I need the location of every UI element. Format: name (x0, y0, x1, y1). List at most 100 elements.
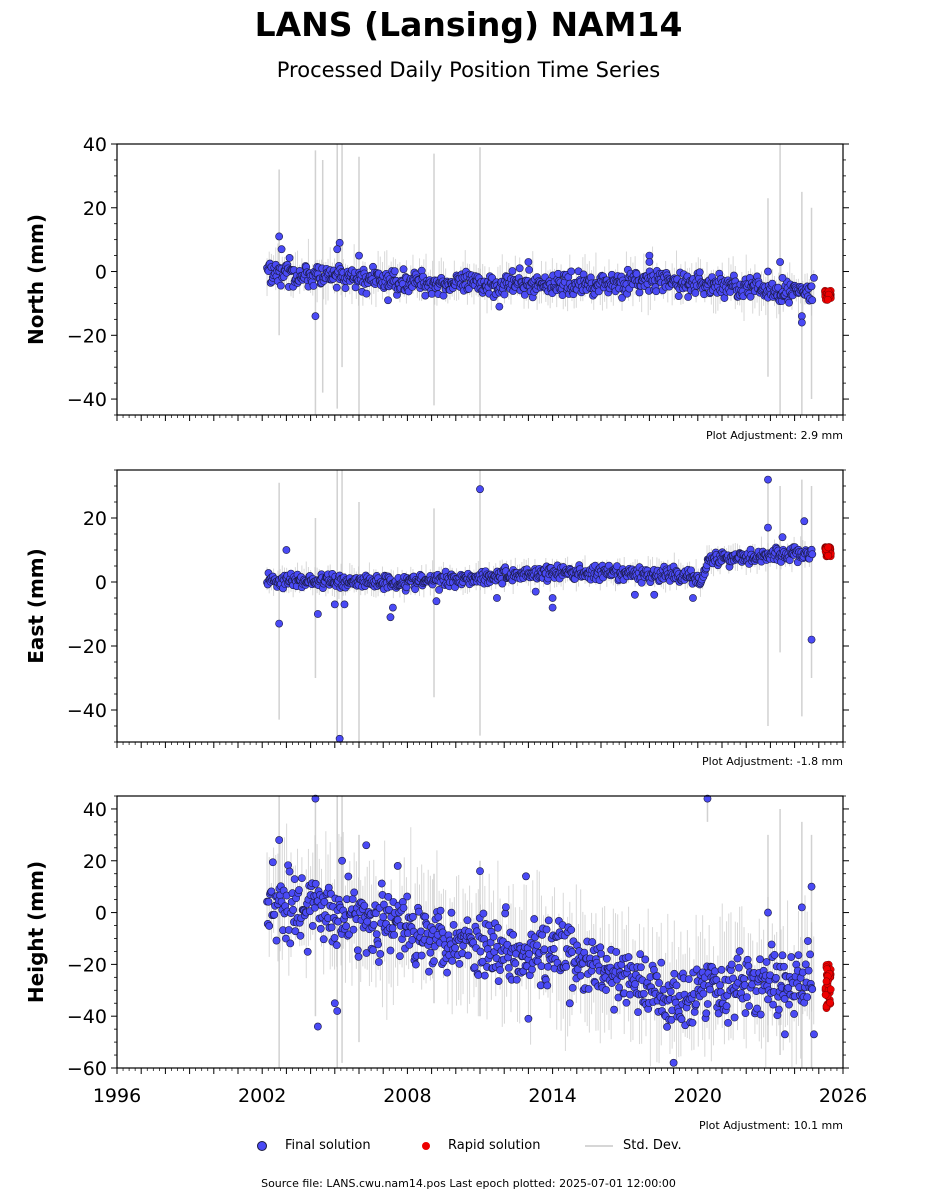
north-adjustment-label: Plot Adjustment: 2.9 mm (705, 429, 843, 442)
final-outlier-point (807, 635, 816, 644)
final-point (544, 962, 552, 971)
final-point (670, 969, 679, 978)
final-point (540, 945, 549, 954)
final-point (584, 985, 593, 993)
final-point (568, 983, 577, 992)
final-points-2 (263, 794, 818, 1067)
final-outlier-point (275, 232, 284, 241)
final-outlier-point (800, 517, 809, 526)
final-outlier-point (277, 245, 286, 254)
final-marker-icon (257, 1140, 267, 1151)
final-point (653, 972, 661, 980)
final-point (764, 995, 772, 1004)
final-point (282, 934, 290, 943)
final-point (504, 963, 513, 972)
final-outlier-point (311, 794, 320, 803)
final-point (332, 283, 341, 292)
final-point (449, 920, 458, 929)
final-outlier-point (630, 590, 639, 599)
final-point (332, 941, 341, 950)
final-point (567, 925, 576, 934)
final-point (756, 1010, 765, 1019)
final-outlier-point (669, 1058, 678, 1067)
x-tick-label: 2002 (238, 1085, 286, 1107)
final-point (354, 952, 363, 961)
final-outlier-point (778, 274, 787, 282)
final-outlier-point (362, 841, 371, 850)
final-point (348, 895, 357, 904)
final-point (443, 968, 451, 977)
final-point (320, 897, 329, 906)
legend-final: Final solution (257, 1138, 371, 1153)
final-point (264, 897, 273, 906)
final-outlier-point (330, 600, 339, 609)
final-point (756, 955, 764, 964)
final-point (562, 962, 571, 971)
stddev-line-icon (585, 1144, 613, 1147)
final-point (663, 1023, 671, 1031)
final-point (403, 892, 412, 901)
final-point (744, 962, 753, 970)
rapid-points-2 (821, 960, 835, 1013)
final-point (377, 879, 386, 888)
final-point (667, 1016, 676, 1024)
final-point (515, 264, 524, 273)
final-point (309, 281, 318, 290)
final-point (390, 930, 398, 939)
final-point (388, 924, 397, 933)
final-point (270, 910, 279, 919)
y-tick-label: −40 (67, 700, 107, 722)
final-point (568, 948, 576, 957)
x-tick-label: 2020 (674, 1085, 722, 1107)
final-outlier-point (282, 546, 291, 554)
final-point (464, 951, 473, 960)
legend-rapid: Rapid solution (422, 1138, 540, 1153)
final-outlier-point (764, 523, 772, 532)
final-point (399, 265, 408, 274)
final-point (803, 993, 812, 1002)
final-point (774, 1005, 783, 1014)
final-point (435, 585, 444, 594)
final-outlier-point (335, 734, 344, 743)
final-outlier-point (476, 867, 484, 876)
final-outlier-point (810, 1030, 818, 1039)
final-outlier-point (524, 258, 533, 266)
final-point (350, 888, 359, 897)
final-outlier-point (548, 603, 557, 612)
final-point (363, 917, 372, 926)
final-point (659, 985, 668, 994)
height-adjustment-label: Plot Adjustment: 10.1 mm (698, 1119, 843, 1132)
y-axis-label: Height (mm) (24, 861, 48, 1003)
final-points-1 (263, 475, 817, 743)
final-point (409, 912, 417, 921)
final-point (717, 965, 726, 974)
final-point (296, 931, 305, 940)
final-outlier-point (355, 251, 363, 260)
final-point (369, 946, 377, 955)
final-point (807, 282, 816, 291)
final-point (508, 267, 517, 275)
final-point (353, 946, 362, 955)
final-point (712, 975, 721, 984)
final-point (417, 951, 426, 960)
final-point (716, 981, 724, 990)
final-outlier-point (548, 594, 557, 602)
final-point (417, 927, 425, 936)
final-point (626, 990, 634, 999)
final-points-0 (263, 232, 818, 327)
final-point (447, 908, 456, 917)
y-tick-label: 20 (83, 508, 107, 530)
rapid-marker-icon (422, 1141, 430, 1150)
final-point (596, 943, 605, 952)
final-outlier-point (650, 590, 659, 599)
final-point (295, 886, 303, 894)
final-point (528, 965, 536, 974)
final-point (430, 957, 438, 966)
final-point (411, 960, 420, 969)
final-point (762, 958, 771, 966)
final-point (735, 963, 743, 972)
final-point (602, 986, 610, 994)
final-point (724, 1018, 732, 1027)
final-outlier-point (684, 293, 693, 301)
final-point (362, 289, 371, 298)
